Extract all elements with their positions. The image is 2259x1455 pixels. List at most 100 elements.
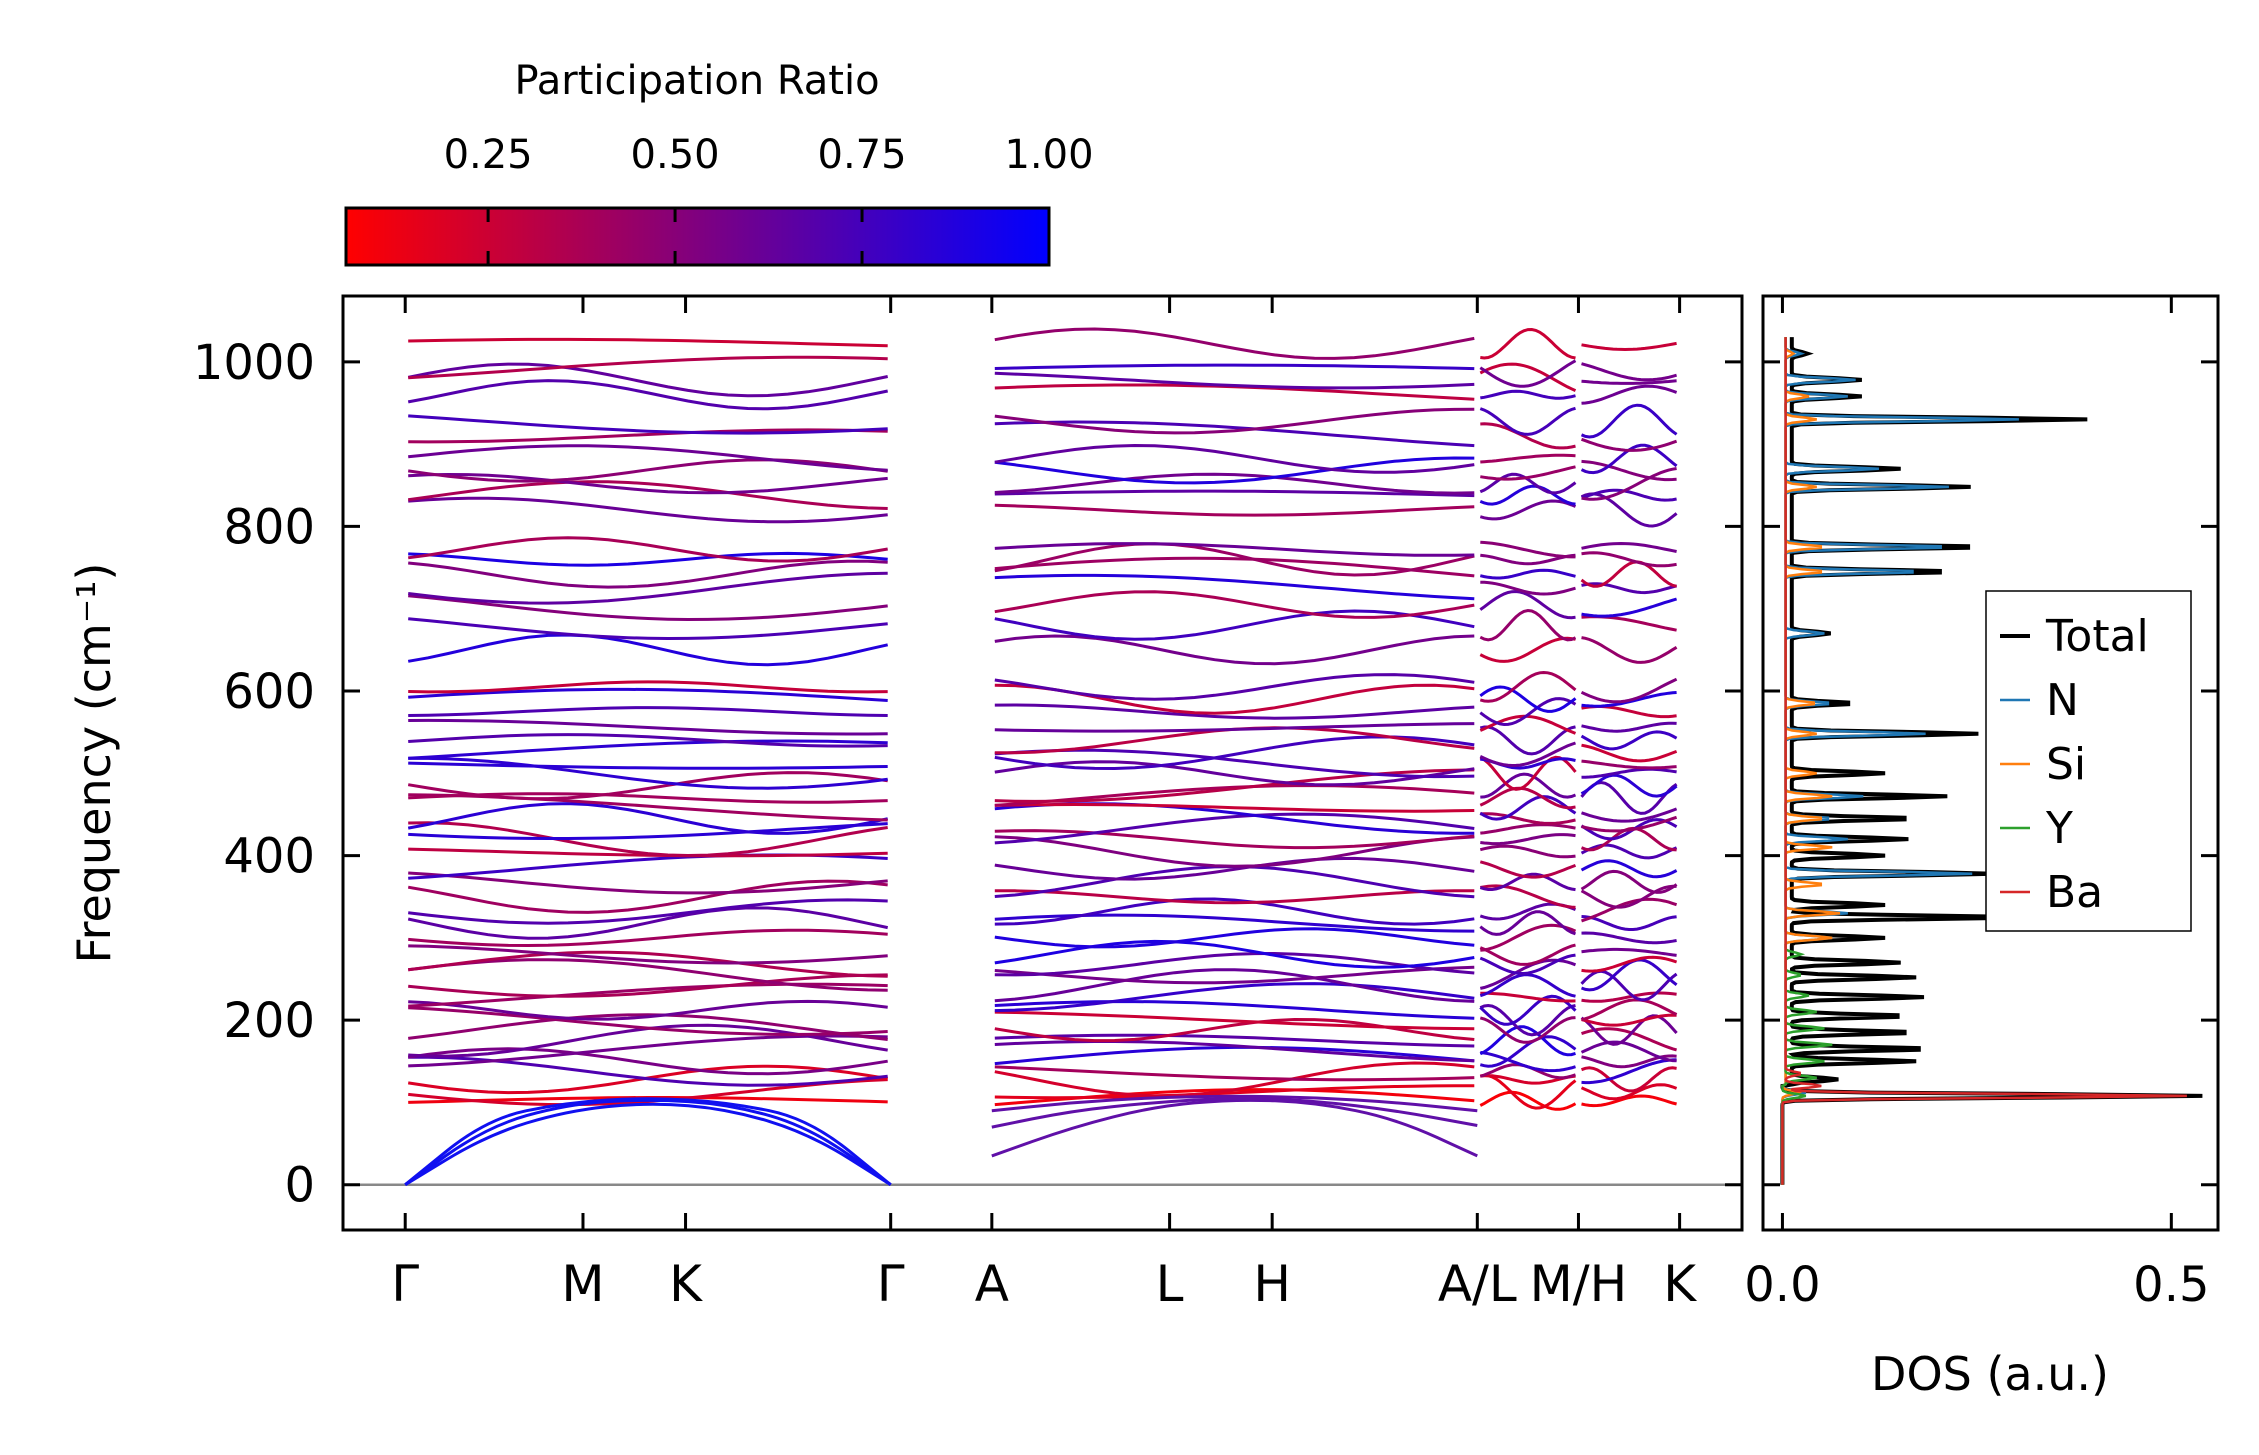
optical-band	[1581, 1027, 1677, 1052]
optical-band	[407, 458, 888, 483]
legend-label-total: Total	[2045, 611, 2149, 662]
colorbar-tick-label: 0.25	[444, 132, 533, 178]
optical-band	[994, 1040, 1475, 1063]
optical-band	[994, 965, 1475, 985]
optical-band	[408, 928, 888, 948]
optical-band	[994, 703, 1475, 720]
optical-band	[1479, 685, 1577, 713]
colorbar-tick-label: 0.50	[631, 132, 720, 178]
optical-band	[1479, 844, 1576, 859]
optical-band	[994, 760, 1475, 787]
dos-tick-label: 0.0	[1744, 1257, 1820, 1313]
phonon-bands	[404, 327, 1678, 1186]
optical-band	[994, 768, 1475, 803]
optical-band	[407, 362, 889, 398]
optical-band	[1479, 872, 1576, 892]
optical-band	[1581, 915, 1677, 931]
optical-band	[1479, 568, 1576, 580]
colorbar-ticks	[486, 208, 864, 265]
optical-band	[1479, 953, 1576, 975]
colorbar-tick-label: 0.75	[818, 132, 907, 178]
optical-band	[408, 898, 888, 925]
optical-band	[408, 687, 888, 702]
optical-band	[408, 847, 888, 858]
optical-band	[1479, 943, 1576, 966]
optical-band	[1479, 1090, 1577, 1111]
optical-band	[1580, 1066, 1677, 1093]
optical-band	[994, 829, 1475, 850]
kpoint-label: K	[669, 1255, 703, 1313]
optical-band	[408, 871, 888, 895]
optical-band	[1581, 459, 1677, 482]
acoustic-band	[991, 1098, 1478, 1158]
frequency-axis-label: Frequency (cm⁻¹)	[67, 563, 121, 964]
optical-band	[994, 812, 1475, 845]
colorbar-title: Participation Ratio	[514, 58, 879, 104]
optical-band	[994, 443, 1475, 474]
optical-band	[994, 1033, 1475, 1048]
colorbar-tick-labels: 0.25 0.50 0.75 1.00	[444, 132, 1094, 178]
optical-band	[1479, 973, 1576, 998]
optical-band	[1479, 406, 1576, 436]
optical-band	[408, 496, 888, 524]
optical-band	[1580, 1083, 1678, 1101]
optical-band	[994, 456, 1475, 485]
optical-band	[994, 590, 1475, 619]
optical-band	[1479, 786, 1576, 810]
band-plot-frame	[341, 294, 1744, 1232]
optical-band	[1581, 467, 1677, 501]
optical-band	[408, 551, 888, 567]
optical-band	[1580, 560, 1677, 588]
optical-band	[1480, 772, 1577, 799]
optical-band	[994, 327, 1475, 360]
optical-band	[994, 503, 1475, 517]
optical-band	[994, 472, 1475, 495]
optical-band	[1580, 730, 1678, 751]
dos-axis-label: DOS (a.u.)	[1871, 1347, 2109, 1401]
optical-band	[1580, 403, 1678, 439]
optical-band	[408, 756, 888, 790]
optical-band	[994, 407, 1475, 435]
optical-band	[1480, 991, 1576, 1003]
dos-plot-frame	[1761, 294, 2220, 1232]
dos-axis: 0.0 0.5	[1744, 296, 2218, 1313]
optical-band	[408, 559, 888, 589]
optical-band	[408, 337, 888, 348]
optical-band	[408, 472, 888, 495]
optical-band	[408, 718, 888, 736]
acoustic-band	[404, 1098, 892, 1186]
optical-band	[1479, 670, 1577, 703]
legend-label-y: Y	[2045, 803, 2073, 854]
optical-band	[1479, 741, 1576, 768]
optical-band	[994, 1065, 1475, 1082]
legend-label-n: N	[2046, 675, 2079, 726]
optical-band	[408, 706, 888, 717]
optical-band	[1581, 1094, 1677, 1108]
optical-band	[1581, 815, 1678, 833]
optical-band	[1480, 812, 1576, 825]
optical-band	[994, 1010, 1475, 1031]
optical-band	[1581, 582, 1677, 595]
legend-items: Total N Si Y Ba	[2000, 611, 2149, 918]
optical-band	[1581, 743, 1678, 763]
optical-band	[1480, 1073, 1577, 1110]
optical-band	[1581, 931, 1677, 945]
optical-band	[408, 999, 888, 1021]
optical-band	[1480, 465, 1576, 481]
legend-label-si: Si	[2046, 739, 2086, 790]
optical-band	[1479, 994, 1577, 1026]
optical-band	[1479, 1003, 1576, 1037]
optical-band	[408, 355, 888, 380]
optical-band	[1580, 869, 1678, 894]
optical-band	[1581, 636, 1678, 664]
optical-band	[408, 950, 888, 978]
optical-band	[407, 879, 888, 914]
optical-band	[1581, 551, 1677, 568]
optical-band	[1581, 341, 1677, 352]
optical-band	[1581, 1058, 1677, 1085]
optical-band	[408, 414, 888, 435]
optical-band	[994, 722, 1475, 733]
optical-band	[407, 1047, 888, 1076]
optical-band	[1479, 636, 1576, 663]
optical-band	[1581, 379, 1677, 385]
